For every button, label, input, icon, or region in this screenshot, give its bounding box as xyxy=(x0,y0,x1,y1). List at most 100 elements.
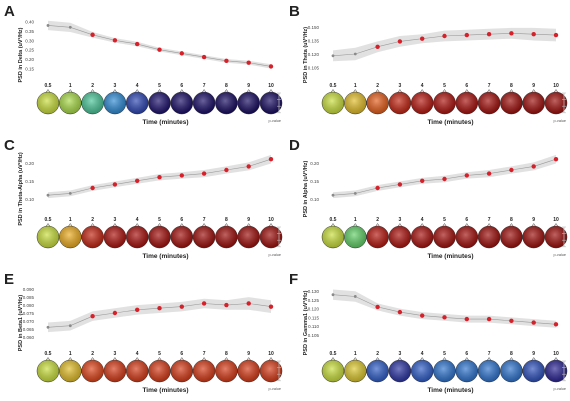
x-tick-label: 3 xyxy=(399,217,402,223)
topomap-nose xyxy=(330,357,336,361)
x-tick-label: 6 xyxy=(180,83,183,89)
x-tick-label: 5 xyxy=(158,217,161,223)
colorbar-label: p-value xyxy=(554,119,566,123)
data-point xyxy=(442,33,447,39)
data-point xyxy=(375,304,380,310)
topomap-nose xyxy=(531,357,536,361)
topomap-nose xyxy=(464,89,470,93)
topomap-nose xyxy=(224,357,229,361)
topomap-shading xyxy=(170,226,193,248)
x-tick-label: 10 xyxy=(553,351,559,357)
topomap-nose xyxy=(134,357,140,361)
x-tick-label: 8 xyxy=(510,83,513,89)
data-point xyxy=(112,182,118,187)
topomap-shading xyxy=(237,226,260,248)
topomap-shading xyxy=(522,92,545,114)
topomap-shading xyxy=(260,92,282,114)
topomap-nose xyxy=(531,89,536,93)
data-point xyxy=(224,58,229,64)
x-tick-label: 2 xyxy=(91,83,94,89)
data-point xyxy=(201,54,207,60)
data-point xyxy=(531,164,536,169)
x-tick-label: 3 xyxy=(114,217,117,223)
topomap-nose xyxy=(201,357,207,361)
topomap-shading xyxy=(455,92,478,114)
x-tick-label: 7 xyxy=(203,217,206,223)
y-tick-label: 0.20 xyxy=(310,161,319,166)
y-tick-label: 0.105 xyxy=(308,333,320,338)
data-point xyxy=(531,32,536,37)
topomap-nose xyxy=(509,357,514,361)
topomap-shading xyxy=(193,226,216,248)
topomap-shading xyxy=(148,92,171,114)
x-tick-label: 7 xyxy=(488,217,491,223)
topomap-nose xyxy=(45,223,51,227)
data-point xyxy=(68,192,72,195)
data-point xyxy=(375,44,380,49)
data-point xyxy=(135,41,140,47)
data-point xyxy=(179,51,184,56)
topomap-shading xyxy=(260,360,282,382)
topomap-shading xyxy=(455,226,478,248)
colorbar-label: p-value xyxy=(554,253,566,257)
topomap-shading xyxy=(478,226,501,248)
topomap-nose xyxy=(157,89,162,93)
y-axis-label: PSD in Beta1 (uV²/Hz) xyxy=(17,295,24,352)
x-tick-label: 0.5 xyxy=(45,351,52,357)
data-point xyxy=(420,178,425,183)
x-tick-label: 2 xyxy=(376,83,379,89)
x-tick-label: 8 xyxy=(510,351,513,357)
y-tick-label: 0.105 xyxy=(308,66,320,71)
topomap-nose xyxy=(268,89,274,93)
topomap-shading xyxy=(237,360,260,382)
x-tick-label: 1 xyxy=(354,217,357,223)
x-tick-label: 3 xyxy=(114,83,117,89)
topomap-shading xyxy=(500,92,523,114)
topomap-nose xyxy=(509,223,514,227)
x-tick-label: 0.5 xyxy=(330,83,337,89)
y-axis-label: PSD in Theta-Alpha (uV²/Hz) xyxy=(17,152,24,226)
x-tick-label: 8 xyxy=(510,217,513,223)
y-tick-label: 0.150 xyxy=(308,25,320,30)
x-tick-label: 6 xyxy=(180,351,183,357)
topomap-shading xyxy=(103,360,126,382)
x-tick-label: 9 xyxy=(532,351,535,357)
x-tick-label: 1 xyxy=(69,351,72,357)
confidence-band xyxy=(333,289,556,328)
topomap-shading xyxy=(545,360,567,382)
data-point xyxy=(464,32,469,38)
topomap-shading xyxy=(322,360,344,382)
topomap-nose xyxy=(157,223,162,227)
data-point xyxy=(46,325,50,329)
x-tick-label: 0.5 xyxy=(330,351,337,357)
colorbar-label: p-value xyxy=(554,387,566,391)
topomap-shading xyxy=(103,226,126,248)
topomap-shading xyxy=(103,92,126,114)
data-point xyxy=(331,193,335,197)
topomap-shading xyxy=(366,92,389,114)
topomap-nose xyxy=(464,357,470,361)
topomap-nose xyxy=(486,89,492,93)
x-tick-label: 9 xyxy=(532,83,535,89)
topomap-nose xyxy=(553,223,559,227)
x-tick-label: 6 xyxy=(465,83,468,89)
topomap-nose xyxy=(134,223,140,227)
topomap-nose xyxy=(375,357,380,361)
topomap-nose xyxy=(90,357,95,361)
topomap-shading xyxy=(478,360,501,382)
x-axis-label: Time (minutes) xyxy=(427,119,473,126)
topomap-nose xyxy=(112,89,118,93)
y-tick-label: 0.120 xyxy=(308,307,320,312)
topomap-shading xyxy=(37,360,59,382)
topomap-nose xyxy=(330,89,336,93)
topomap-nose xyxy=(68,223,73,227)
topomap-shading xyxy=(500,360,523,382)
x-tick-label: 10 xyxy=(553,83,559,89)
topomap-nose xyxy=(442,357,447,361)
data-point xyxy=(68,324,72,328)
x-tick-label: 8 xyxy=(225,351,228,357)
data-point xyxy=(201,301,207,306)
